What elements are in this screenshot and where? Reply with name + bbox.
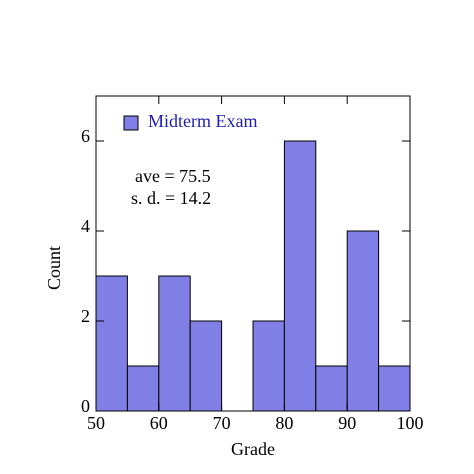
- y-axis-label: Count: [44, 246, 64, 290]
- x-tick-label: 50: [87, 413, 105, 433]
- annotation: s. d. = 14.2: [131, 188, 211, 208]
- annotation: ave = 75.5: [135, 166, 211, 186]
- y-tick-label: 6: [81, 126, 90, 146]
- bar: [95, 275, 128, 412]
- plot-frame: [95, 95, 411, 412]
- bar: [189, 320, 223, 412]
- x-axis-label: Grade: [231, 439, 275, 459]
- legend-label: Midterm Exam: [148, 111, 257, 131]
- y-tick-label: 2: [81, 306, 90, 326]
- x-tick-label: 90: [338, 413, 356, 433]
- x-tick-label: 80: [275, 413, 293, 433]
- bar: [346, 230, 380, 412]
- y-tick-label: 4: [81, 216, 90, 236]
- bar: [378, 365, 411, 412]
- x-tick-label: 70: [213, 413, 231, 433]
- x-tick-label: 100: [397, 413, 424, 433]
- x-tick-label: 60: [150, 413, 168, 433]
- bar: [283, 140, 317, 412]
- bar: [315, 365, 348, 412]
- bar: [158, 275, 191, 412]
- bar: [126, 365, 160, 412]
- y-tick-label: 0: [81, 396, 90, 416]
- legend-swatch: [123, 115, 139, 131]
- bar: [252, 320, 285, 412]
